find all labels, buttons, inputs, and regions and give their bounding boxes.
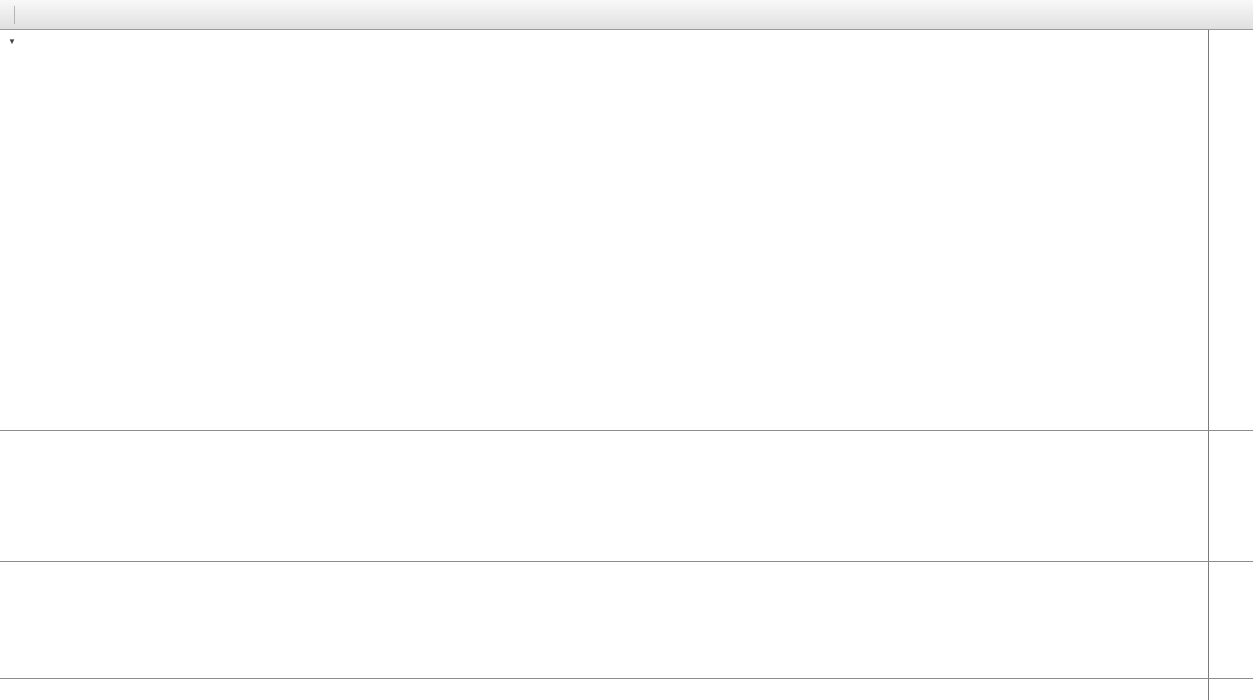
- panel-separator-macd-rsi[interactable]: [0, 561, 1253, 562]
- panel-separator-rsi-time: [0, 678, 1253, 679]
- price-scale[interactable]: [1208, 30, 1253, 700]
- macd-panel-canvas[interactable]: [0, 431, 1208, 561]
- time-axis[interactable]: [0, 679, 1208, 700]
- symbol-dropdown-icon[interactable]: ▼: [8, 37, 16, 46]
- main-chart-canvas[interactable]: [0, 30, 1208, 430]
- rsi-panel-canvas[interactable]: [0, 562, 1208, 678]
- panel-separator-main-macd[interactable]: [0, 430, 1253, 431]
- toolbar-separator: [14, 5, 15, 24]
- toolbar: [0, 0, 1253, 30]
- chart-title: ▼: [8, 37, 51, 46]
